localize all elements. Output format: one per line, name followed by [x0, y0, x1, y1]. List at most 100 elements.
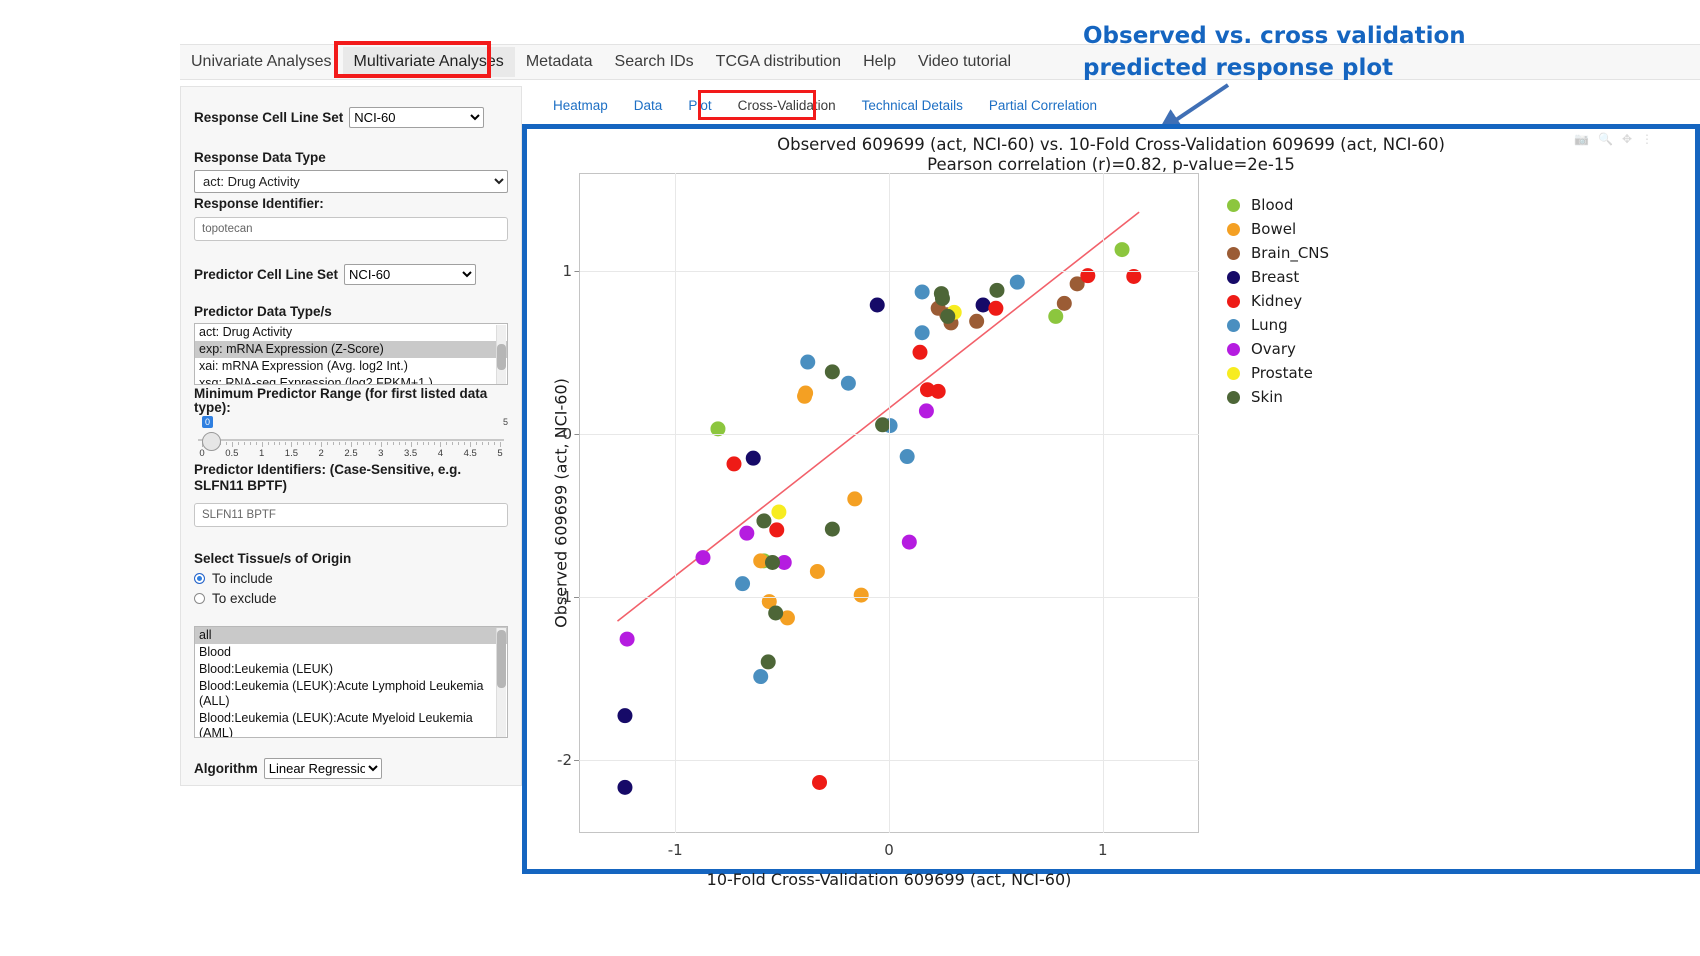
- scatter-point[interactable]: [809, 563, 825, 579]
- scatter-point[interactable]: [617, 708, 633, 724]
- scatter-point[interactable]: [840, 375, 856, 391]
- scatter-point[interactable]: [899, 449, 915, 465]
- list-item[interactable]: exp: mRNA Expression (Z-Score): [195, 341, 507, 358]
- nav-item-video-tutorial[interactable]: Video tutorial: [917, 53, 1012, 70]
- scatter-point[interactable]: [1080, 268, 1096, 284]
- scatter-point[interactable]: [969, 313, 985, 329]
- nav-item-multivariate-analyses[interactable]: Multivariate Analyses: [342, 47, 515, 77]
- scatter-point[interactable]: [745, 450, 761, 466]
- scatter-point[interactable]: [771, 504, 787, 520]
- scatter-point[interactable]: [914, 284, 930, 300]
- min-predictor-range-slider[interactable]: 0 5 0 0.5 1 1.5 2 2.5 3 3.5 4 4.5 5: [194, 416, 508, 460]
- scatter-point[interactable]: [756, 513, 772, 529]
- scatter-point[interactable]: [869, 297, 885, 313]
- scatter-point[interactable]: [1009, 274, 1025, 290]
- list-item[interactable]: all: [195, 627, 507, 644]
- response-data-type-select[interactable]: act: Drug Activity: [194, 170, 508, 193]
- scatter-point[interactable]: [739, 525, 755, 541]
- scatter-point[interactable]: [800, 354, 816, 370]
- list-item[interactable]: Blood:Leukemia (LEUK):Acute Lymphoid Leu…: [199, 679, 484, 708]
- scatter-point[interactable]: [776, 554, 792, 570]
- legend-item-skin[interactable]: Skin: [1227, 385, 1329, 409]
- tab-heatmap[interactable]: Heatmap: [553, 98, 608, 113]
- legend-item-kidney[interactable]: Kidney: [1227, 289, 1329, 313]
- legend-item-brain_cns[interactable]: Brain_CNS: [1227, 241, 1329, 265]
- tissue-include-radio-row[interactable]: To include: [194, 571, 508, 586]
- scatter-point[interactable]: [989, 282, 1005, 298]
- tab-plot[interactable]: Plot: [688, 98, 712, 113]
- scatter-point[interactable]: [753, 669, 769, 685]
- response-identifier-input[interactable]: [194, 217, 508, 241]
- scatter-point[interactable]: [812, 774, 828, 790]
- scatter-point[interactable]: [824, 521, 840, 537]
- zoom-icon[interactable]: 🔍: [1597, 132, 1613, 146]
- scatter-point[interactable]: [1048, 308, 1064, 324]
- radio-to-include-icon[interactable]: [194, 573, 205, 584]
- tissue-listbox[interactable]: all Blood Blood:Leukemia (LEUK) Blood:Leuke…: [194, 626, 508, 738]
- list-item[interactable]: Blood:Leukemia (LEUK): [199, 662, 334, 676]
- scatter-point[interactable]: [912, 344, 928, 360]
- scatter-point[interactable]: [735, 576, 751, 592]
- tab-technical-details[interactable]: Technical Details: [861, 98, 963, 113]
- nav-item-tcga-distribution[interactable]: TCGA distribution: [715, 53, 842, 70]
- slider-knob[interactable]: [202, 432, 221, 451]
- scatter-point[interactable]: [769, 522, 785, 538]
- list-item[interactable]: Blood:Leukemia (LEUK):Acute Myeloid Leuk…: [199, 711, 473, 738]
- scatter-point[interactable]: [798, 385, 814, 401]
- predictor-identifiers-input[interactable]: [194, 503, 508, 527]
- scatter-point[interactable]: [940, 308, 956, 324]
- list-item[interactable]: xai: mRNA Expression (Avg. log2 Int.): [199, 359, 408, 373]
- list-item[interactable]: Blood: [199, 645, 231, 659]
- legend-item-lung[interactable]: Lung: [1227, 313, 1329, 337]
- tab-partial-correlation[interactable]: Partial Correlation: [988, 98, 1097, 113]
- legend-item-breast[interactable]: Breast: [1227, 265, 1329, 289]
- scatter-point[interactable]: [617, 779, 633, 795]
- predictor-data-types-listbox[interactable]: act: Drug Activity exp: mRNA Expression (…: [194, 323, 508, 385]
- legend-item-bowel[interactable]: Bowel: [1227, 217, 1329, 241]
- nav-item-metadata[interactable]: Metadata: [525, 53, 593, 70]
- scatter-point[interactable]: [760, 654, 776, 670]
- legend-item-ovary[interactable]: Ovary: [1227, 337, 1329, 361]
- scatter-point[interactable]: [768, 605, 784, 621]
- scatter-point[interactable]: [975, 297, 991, 313]
- scatter-point[interactable]: [930, 383, 946, 399]
- list-item[interactable]: act: Drug Activity: [199, 325, 293, 339]
- scatter-point[interactable]: [710, 421, 726, 437]
- scatter-point[interactable]: [988, 300, 1004, 316]
- response-cell-line-set-select[interactable]: NCI-60: [349, 107, 485, 128]
- camera-icon[interactable]: 📷: [1574, 132, 1589, 146]
- radio-to-exclude-icon[interactable]: [194, 593, 205, 604]
- legend-item-prostate[interactable]: Prostate: [1227, 361, 1329, 385]
- algorithm-select[interactable]: Linear Regression: [263, 758, 382, 779]
- scatter-point[interactable]: [1126, 268, 1142, 284]
- scatter-point[interactable]: [619, 631, 635, 647]
- nav-item-search-ids[interactable]: Search IDs: [614, 53, 694, 70]
- scatter-point[interactable]: [779, 610, 795, 626]
- scatter-point[interactable]: [1069, 276, 1085, 292]
- scatter-point[interactable]: [875, 417, 891, 433]
- predictor-cell-line-set-select[interactable]: NCI-60: [344, 264, 477, 285]
- pan-icon[interactable]: ✥: [1621, 132, 1632, 146]
- scatter-point[interactable]: [753, 553, 769, 569]
- scatter-point[interactable]: [1056, 295, 1072, 311]
- plot-toolbar[interactable]: 📷 🔍 ✥ ⋮: [1574, 132, 1653, 146]
- scatter-point[interactable]: [847, 491, 863, 507]
- scatter-point[interactable]: [918, 403, 934, 419]
- scatter-point[interactable]: [726, 456, 742, 472]
- scatter-point[interactable]: [1114, 242, 1130, 258]
- scatter-point[interactable]: [824, 364, 840, 380]
- scatter-point[interactable]: [695, 550, 711, 566]
- scatter-point[interactable]: [934, 290, 950, 306]
- scatter-point[interactable]: [764, 554, 780, 570]
- scatter-point[interactable]: [761, 594, 777, 610]
- tissue-exclude-radio-row[interactable]: To exclude: [194, 591, 508, 606]
- scatter-point[interactable]: [853, 587, 869, 603]
- scatter-point[interactable]: [914, 325, 930, 341]
- list-item[interactable]: xsq: RNA-seq Expression (log2 FPKM+1.): [199, 376, 433, 385]
- scatter-point[interactable]: [901, 534, 917, 550]
- reset-icon[interactable]: ⋮: [1641, 132, 1653, 146]
- tab-cross-validation[interactable]: Cross-Validation: [737, 98, 836, 113]
- tab-data[interactable]: Data: [633, 98, 663, 113]
- nav-item-univariate-analyses[interactable]: Univariate Analyses: [191, 53, 332, 70]
- nav-item-help[interactable]: Help: [863, 53, 896, 70]
